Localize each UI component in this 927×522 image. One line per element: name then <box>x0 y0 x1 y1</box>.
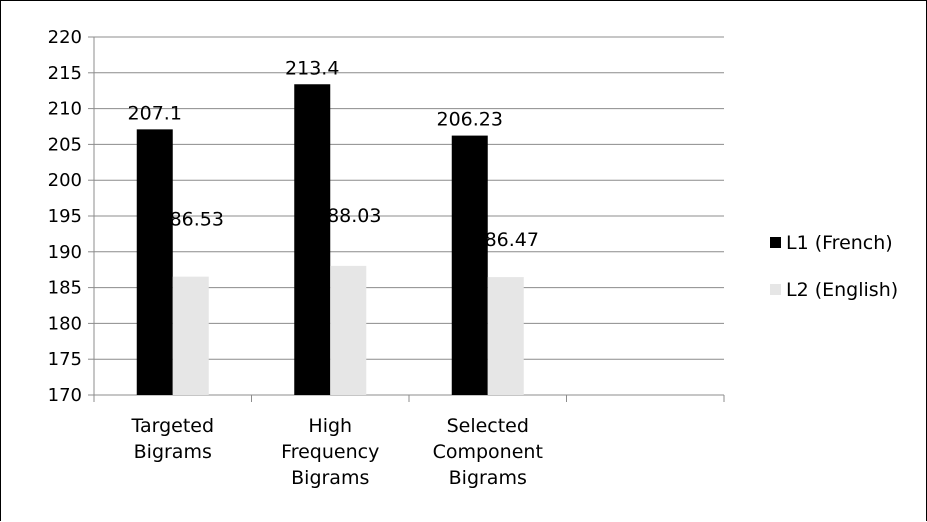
y-tick-label: 195 <box>48 206 82 227</box>
y-tick-label: 200 <box>48 170 82 191</box>
data-label: 186.53 <box>158 209 224 231</box>
x-category-label: Bigrams <box>291 467 369 489</box>
x-category-label: Bigrams <box>449 467 527 489</box>
data-label: 188.03 <box>315 205 381 227</box>
y-tick-label: 220 <box>48 27 82 48</box>
x-category-label: Component <box>433 441 543 463</box>
legend-label: L2 (English) <box>786 279 898 301</box>
legend-swatch <box>770 284 781 295</box>
x-category-label: Targeted <box>130 415 214 437</box>
x-category-label: Bigrams <box>134 441 212 463</box>
data-label: 207.1 <box>128 102 182 124</box>
y-tick-label: 175 <box>48 349 82 370</box>
y-tick-label: 215 <box>48 63 82 84</box>
bar-l1 <box>294 84 331 396</box>
bar-l1 <box>451 135 488 395</box>
y-tick-label: 190 <box>48 242 82 263</box>
y-tick-label: 180 <box>48 313 82 334</box>
data-label: 213.4 <box>285 57 339 79</box>
data-label: 206.23 <box>437 109 503 131</box>
y-tick-label: 210 <box>48 99 82 120</box>
bar-l2 <box>330 265 367 395</box>
y-tick-label: 185 <box>48 278 82 299</box>
y-tick-label: 205 <box>48 134 82 155</box>
x-category-label: Frequency <box>281 441 379 463</box>
bar-l2 <box>172 276 209 395</box>
legend-label: L1 (French) <box>786 232 893 254</box>
bar-l2 <box>487 277 524 395</box>
data-label: 186.47 <box>473 229 539 251</box>
y-tick-label: 170 <box>48 385 82 406</box>
x-category-label: Selected <box>447 415 529 437</box>
bar-l1 <box>136 129 173 395</box>
x-category-label: High <box>308 415 352 437</box>
legend-swatch <box>770 237 781 248</box>
